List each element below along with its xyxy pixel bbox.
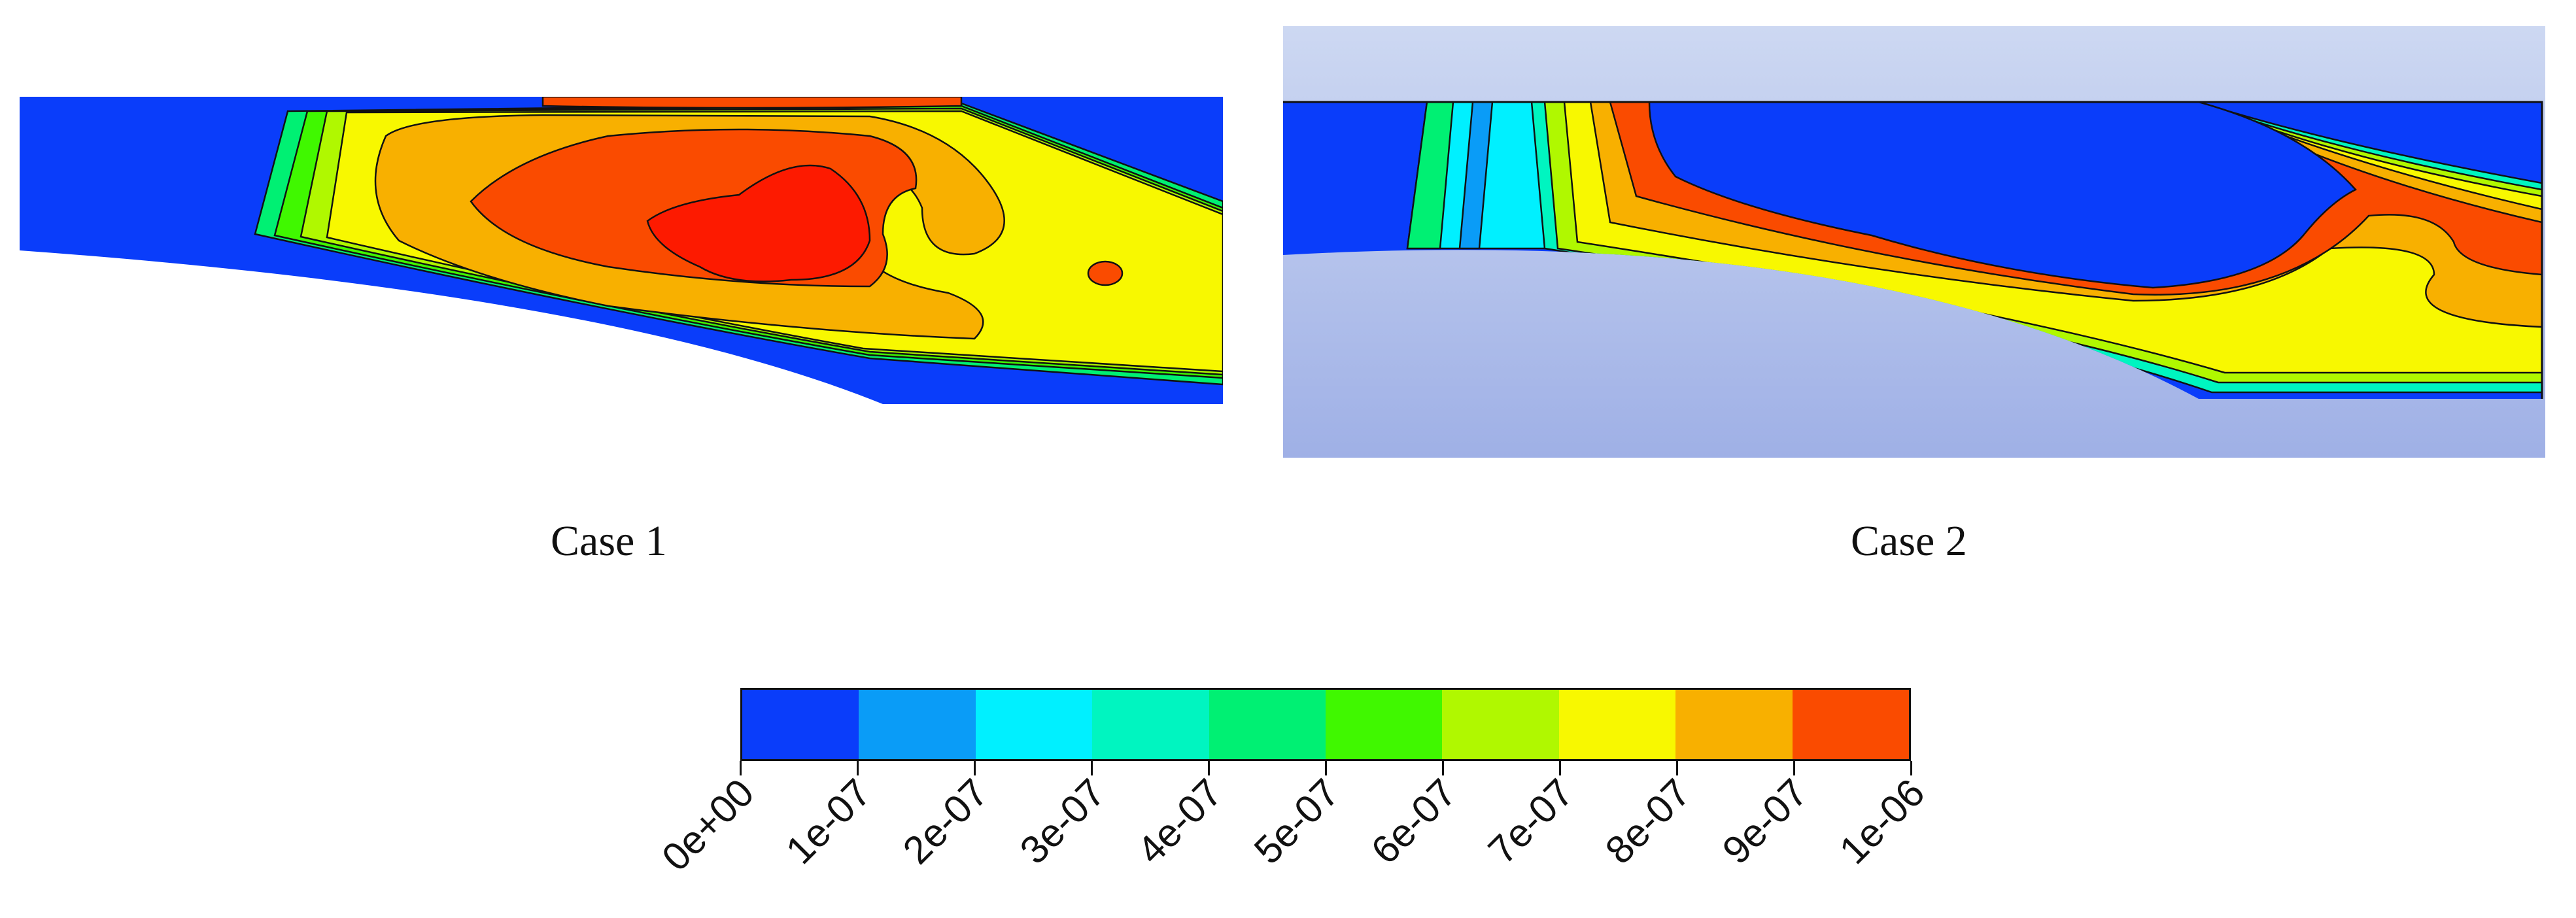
colorbar-swatch	[1675, 690, 1793, 759]
case2-contour-plot	[1283, 26, 2545, 458]
colorbar-tick-mark	[856, 761, 859, 775]
colorbar-tick-mark	[1207, 761, 1210, 775]
case2-caption: Case 2	[1851, 517, 1967, 565]
colorbar-swatch	[1209, 690, 1326, 759]
colorbar-tick-label: 9e-07	[1713, 770, 1816, 873]
colorbar-tick-label: 1e-07	[777, 770, 880, 873]
colorbar-tick-label: 2e-07	[894, 770, 997, 873]
colorbar-tick-label: 8e-07	[1596, 770, 1699, 873]
colorbar-swatch	[1442, 690, 1559, 759]
colorbar-tick-mark	[1793, 761, 1795, 775]
colorbar-tick-mark	[973, 761, 976, 775]
colorbar-tick-label: 7e-07	[1479, 770, 1582, 873]
colorbar-swatch	[1792, 690, 1910, 759]
colorbar-tick-mark	[1324, 761, 1327, 775]
colorbar-tick-mark	[1441, 761, 1444, 775]
case1-caption: Case 1	[551, 517, 667, 565]
case1-contour-plot	[20, 97, 1223, 404]
colorbar-tick-mark	[1675, 761, 1678, 775]
colorbar-swatch	[1092, 690, 1209, 759]
colorbar-tick-label: 6e-07	[1362, 770, 1465, 873]
colorbar-tick-label: 0e+00	[653, 770, 763, 879]
colorbar-tick-label: 3e-07	[1011, 770, 1114, 873]
colorbar	[740, 688, 1911, 761]
colorbar-tick-label: 1e-06	[1830, 770, 1933, 873]
colorbar-swatch	[1326, 690, 1443, 759]
colorbar-swatch	[1558, 690, 1676, 759]
colorbar-tick-label: 5e-07	[1245, 770, 1348, 873]
colorbar-tick-mark	[739, 761, 742, 775]
colorbar-swatch	[742, 690, 859, 759]
colorbar-tick-mark	[1910, 761, 1912, 775]
colorbar-tick-mark	[1090, 761, 1093, 775]
colorbar-swatch	[859, 690, 976, 759]
colorbar-tick-mark	[1558, 761, 1561, 775]
colorbar-swatch	[975, 690, 1093, 759]
colorbar-tick-label: 4e-07	[1128, 770, 1231, 873]
